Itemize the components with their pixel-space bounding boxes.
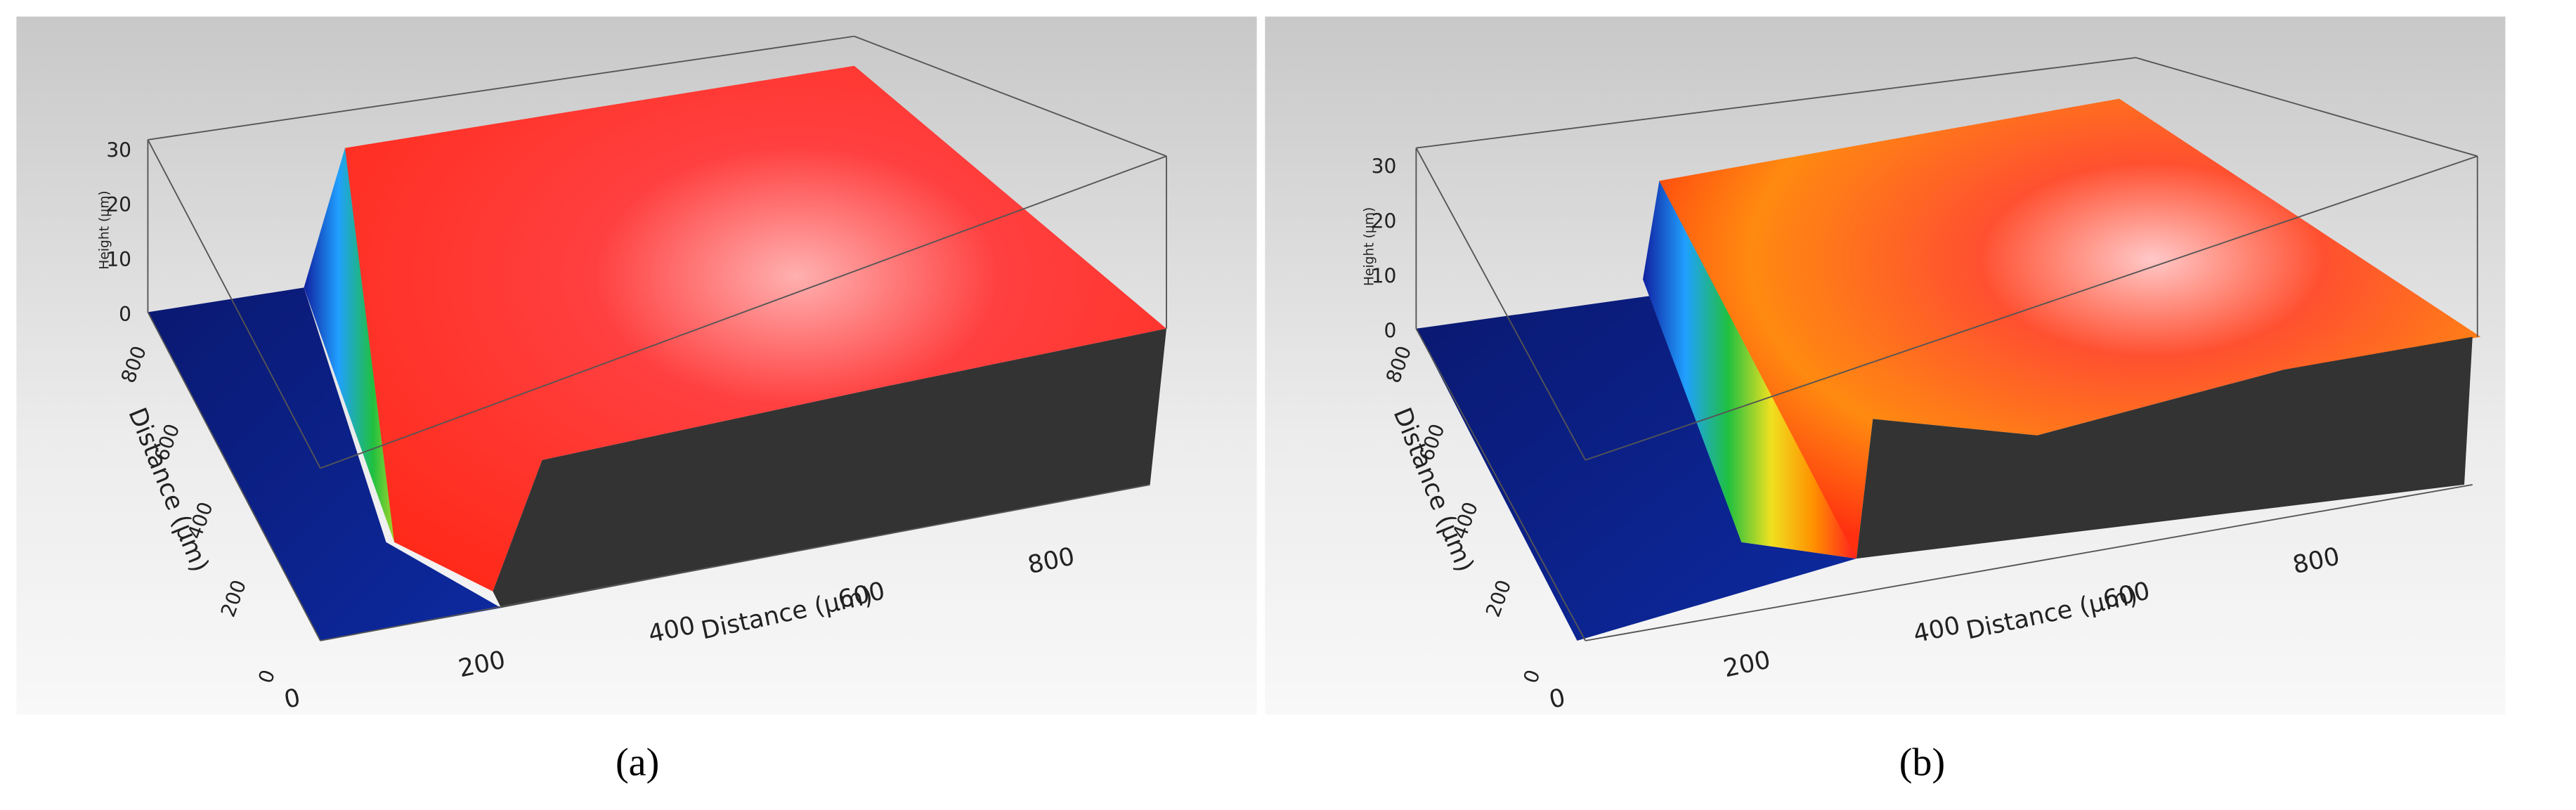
- surface-side: [1856, 337, 2473, 559]
- height-axis-title: Height (μm): [97, 190, 112, 269]
- height-tick-label: 0: [119, 303, 131, 326]
- height-tick-label: 20: [1372, 210, 1397, 233]
- axes-box: [147, 35, 1167, 641]
- panel-label: (b): [1899, 741, 1945, 785]
- height-tick-label: 10: [106, 248, 131, 271]
- height-tick-label: 30: [1372, 155, 1397, 178]
- surface-low: [1416, 296, 1856, 641]
- height-tick-label: 20: [106, 193, 131, 216]
- surface-top: [1659, 98, 2481, 559]
- surface-cliff: [1643, 181, 1856, 559]
- surface-side: [493, 328, 1166, 608]
- panel-a: [16, 16, 1257, 715]
- panel-b: [1265, 16, 2506, 715]
- height-tick-label: 0: [1384, 319, 1396, 342]
- surface-top: [344, 65, 1166, 592]
- height-tick-label: 10: [1372, 265, 1397, 288]
- axes-box: [1415, 57, 2478, 641]
- height-axis-title: Height (μm): [1362, 207, 1377, 286]
- height-tick-label: 30: [106, 138, 131, 162]
- surface-low: [148, 287, 502, 641]
- panel-label: (a): [616, 741, 659, 785]
